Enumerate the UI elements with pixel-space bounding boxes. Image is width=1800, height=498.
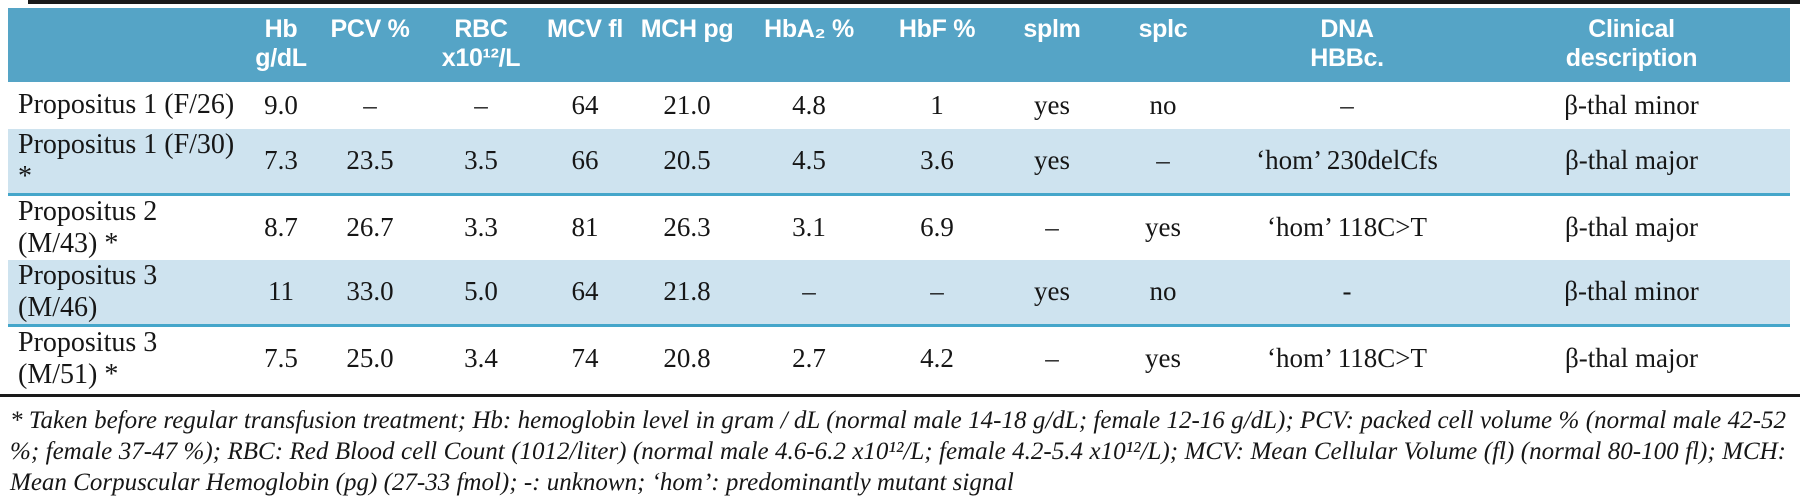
cell-clinical: β-thal major — [1565, 212, 1698, 242]
cell-pcv: 23.5 — [317, 128, 423, 196]
column-header-splc: splc — [1105, 8, 1221, 82]
column-header-hb: Hb g/dL — [245, 8, 317, 82]
cell-pcv: – — [363, 89, 377, 120]
column-header-mcv: MCV fl — [539, 8, 631, 82]
cell-hb: 8.7 — [264, 212, 298, 242]
cell-hba2: – — [743, 259, 875, 327]
cell-mch: 26.3 — [663, 212, 711, 242]
cell-mcv: 66 — [539, 128, 631, 196]
cell-splc: yes — [1145, 212, 1181, 242]
cell-name: Propositus 1 (F/30) * — [8, 128, 245, 196]
cell-name: Propositus 1 (F/26) — [18, 89, 235, 120]
cell-hb: 7.5 — [264, 343, 298, 373]
cell-clinical: β-thal minor — [1473, 259, 1790, 327]
cell-hbf: 4.2 — [920, 343, 954, 373]
cell-splm: yes — [999, 128, 1105, 196]
cell-hbf: 3.6 — [875, 128, 999, 196]
cell-name: Propositus 2 (M/43) * — [18, 195, 158, 259]
cell-clinical: β-thal major — [1565, 343, 1698, 373]
cell-dna: - — [1221, 259, 1473, 327]
cell-dna: ‘hom’ 118C>T — [1267, 343, 1427, 373]
table-row: Propositus 3 (M/46) 11 33.0 5.0 64 21.8 … — [8, 259, 1790, 327]
cell-hbf: 6.9 — [920, 212, 954, 242]
cell-name: Propositus 3 (M/46) — [8, 259, 245, 327]
cell-pcv: 25.0 — [346, 343, 394, 373]
cell-hba2: 4.5 — [743, 128, 875, 196]
column-header-mch: MCH pg — [631, 8, 743, 82]
cell-hbf: 1 — [930, 89, 944, 120]
column-header-clinical: Clinical description — [1473, 8, 1790, 82]
cell-hba2: 3.1 — [792, 212, 826, 242]
table-row: Propositus 1 (F/30) * 7.3 23.5 3.5 66 20… — [8, 128, 1790, 196]
cell-dna: ‘hom’ 230delCfs — [1221, 128, 1473, 196]
cell-splc: no — [1105, 259, 1221, 327]
header-row: Hb g/dL PCV % RBC x10¹²/L MCV fl MCH pg … — [8, 8, 1790, 82]
column-header-hbf: HbF % — [875, 8, 999, 82]
cell-hba2: 2.7 — [792, 343, 826, 373]
cell-clinical: β-thal minor — [1564, 89, 1699, 120]
hematology-results-table: Hb g/dL PCV % RBC x10¹²/L MCV fl MCH pg … — [8, 8, 1790, 391]
column-header-dna: DNA HBBc. — [1221, 8, 1473, 82]
cell-hb: 9.0 — [264, 89, 298, 120]
cell-splm: yes — [1034, 89, 1070, 120]
cell-name: Propositus 3 (M/51) * — [18, 326, 158, 390]
cell-rbc: 3.5 — [423, 128, 539, 196]
column-header-name — [8, 8, 245, 82]
column-header-pcv: PCV % — [317, 8, 423, 82]
cell-mcv: 64 — [539, 259, 631, 327]
cell-rbc: 3.3 — [464, 212, 498, 242]
table-row: Propositus 2 (M/43) * 8.7 26.7 3.3 81 26… — [8, 194, 1790, 260]
column-header-rbc: RBC x10¹²/L — [423, 8, 539, 82]
table-top-border — [28, 0, 1800, 4]
column-header-hba2: HbA₂ % — [743, 8, 875, 82]
footnote: * Taken before regular transfusion treat… — [10, 406, 1786, 496]
cell-clinical: β-thal major — [1473, 128, 1790, 196]
footnote-separator — [0, 393, 1800, 397]
column-header-splm: splm — [999, 8, 1105, 82]
cell-mch: 20.8 — [663, 343, 711, 373]
cell-mch: 21.0 — [663, 89, 711, 120]
cell-mcv: 81 — [571, 212, 599, 242]
cell-splm: – — [1045, 212, 1059, 242]
cell-rbc: – — [474, 89, 488, 120]
cell-splm: yes — [999, 259, 1105, 327]
cell-pcv: 33.0 — [317, 259, 423, 327]
cell-splc: no — [1149, 89, 1177, 120]
cell-hba2: 4.8 — [792, 89, 826, 120]
cell-dna: ‘hom’ 118C>T — [1267, 212, 1427, 242]
cell-hbf: – — [875, 259, 999, 327]
cell-pcv: 26.7 — [346, 212, 394, 242]
table-row: Propositus 3 (M/51) * 7.5 25.0 3.4 74 20… — [8, 325, 1790, 391]
cell-mcv: 74 — [571, 343, 599, 373]
cell-mch: 21.8 — [631, 259, 743, 327]
table-row: Propositus 1 (F/26) 9.0 – – 64 21.0 4.8 … — [8, 82, 1790, 129]
cell-splc: yes — [1145, 343, 1181, 373]
cell-mcv: 64 — [571, 89, 599, 120]
cell-mch: 20.5 — [631, 128, 743, 196]
cell-splm: – — [1045, 343, 1059, 373]
cell-rbc: 3.4 — [464, 343, 498, 373]
cell-hb: 11 — [245, 259, 317, 327]
cell-rbc: 5.0 — [423, 259, 539, 327]
cell-splc: – — [1105, 128, 1221, 196]
cell-dna: – — [1340, 89, 1354, 120]
cell-hb: 7.3 — [245, 128, 317, 196]
